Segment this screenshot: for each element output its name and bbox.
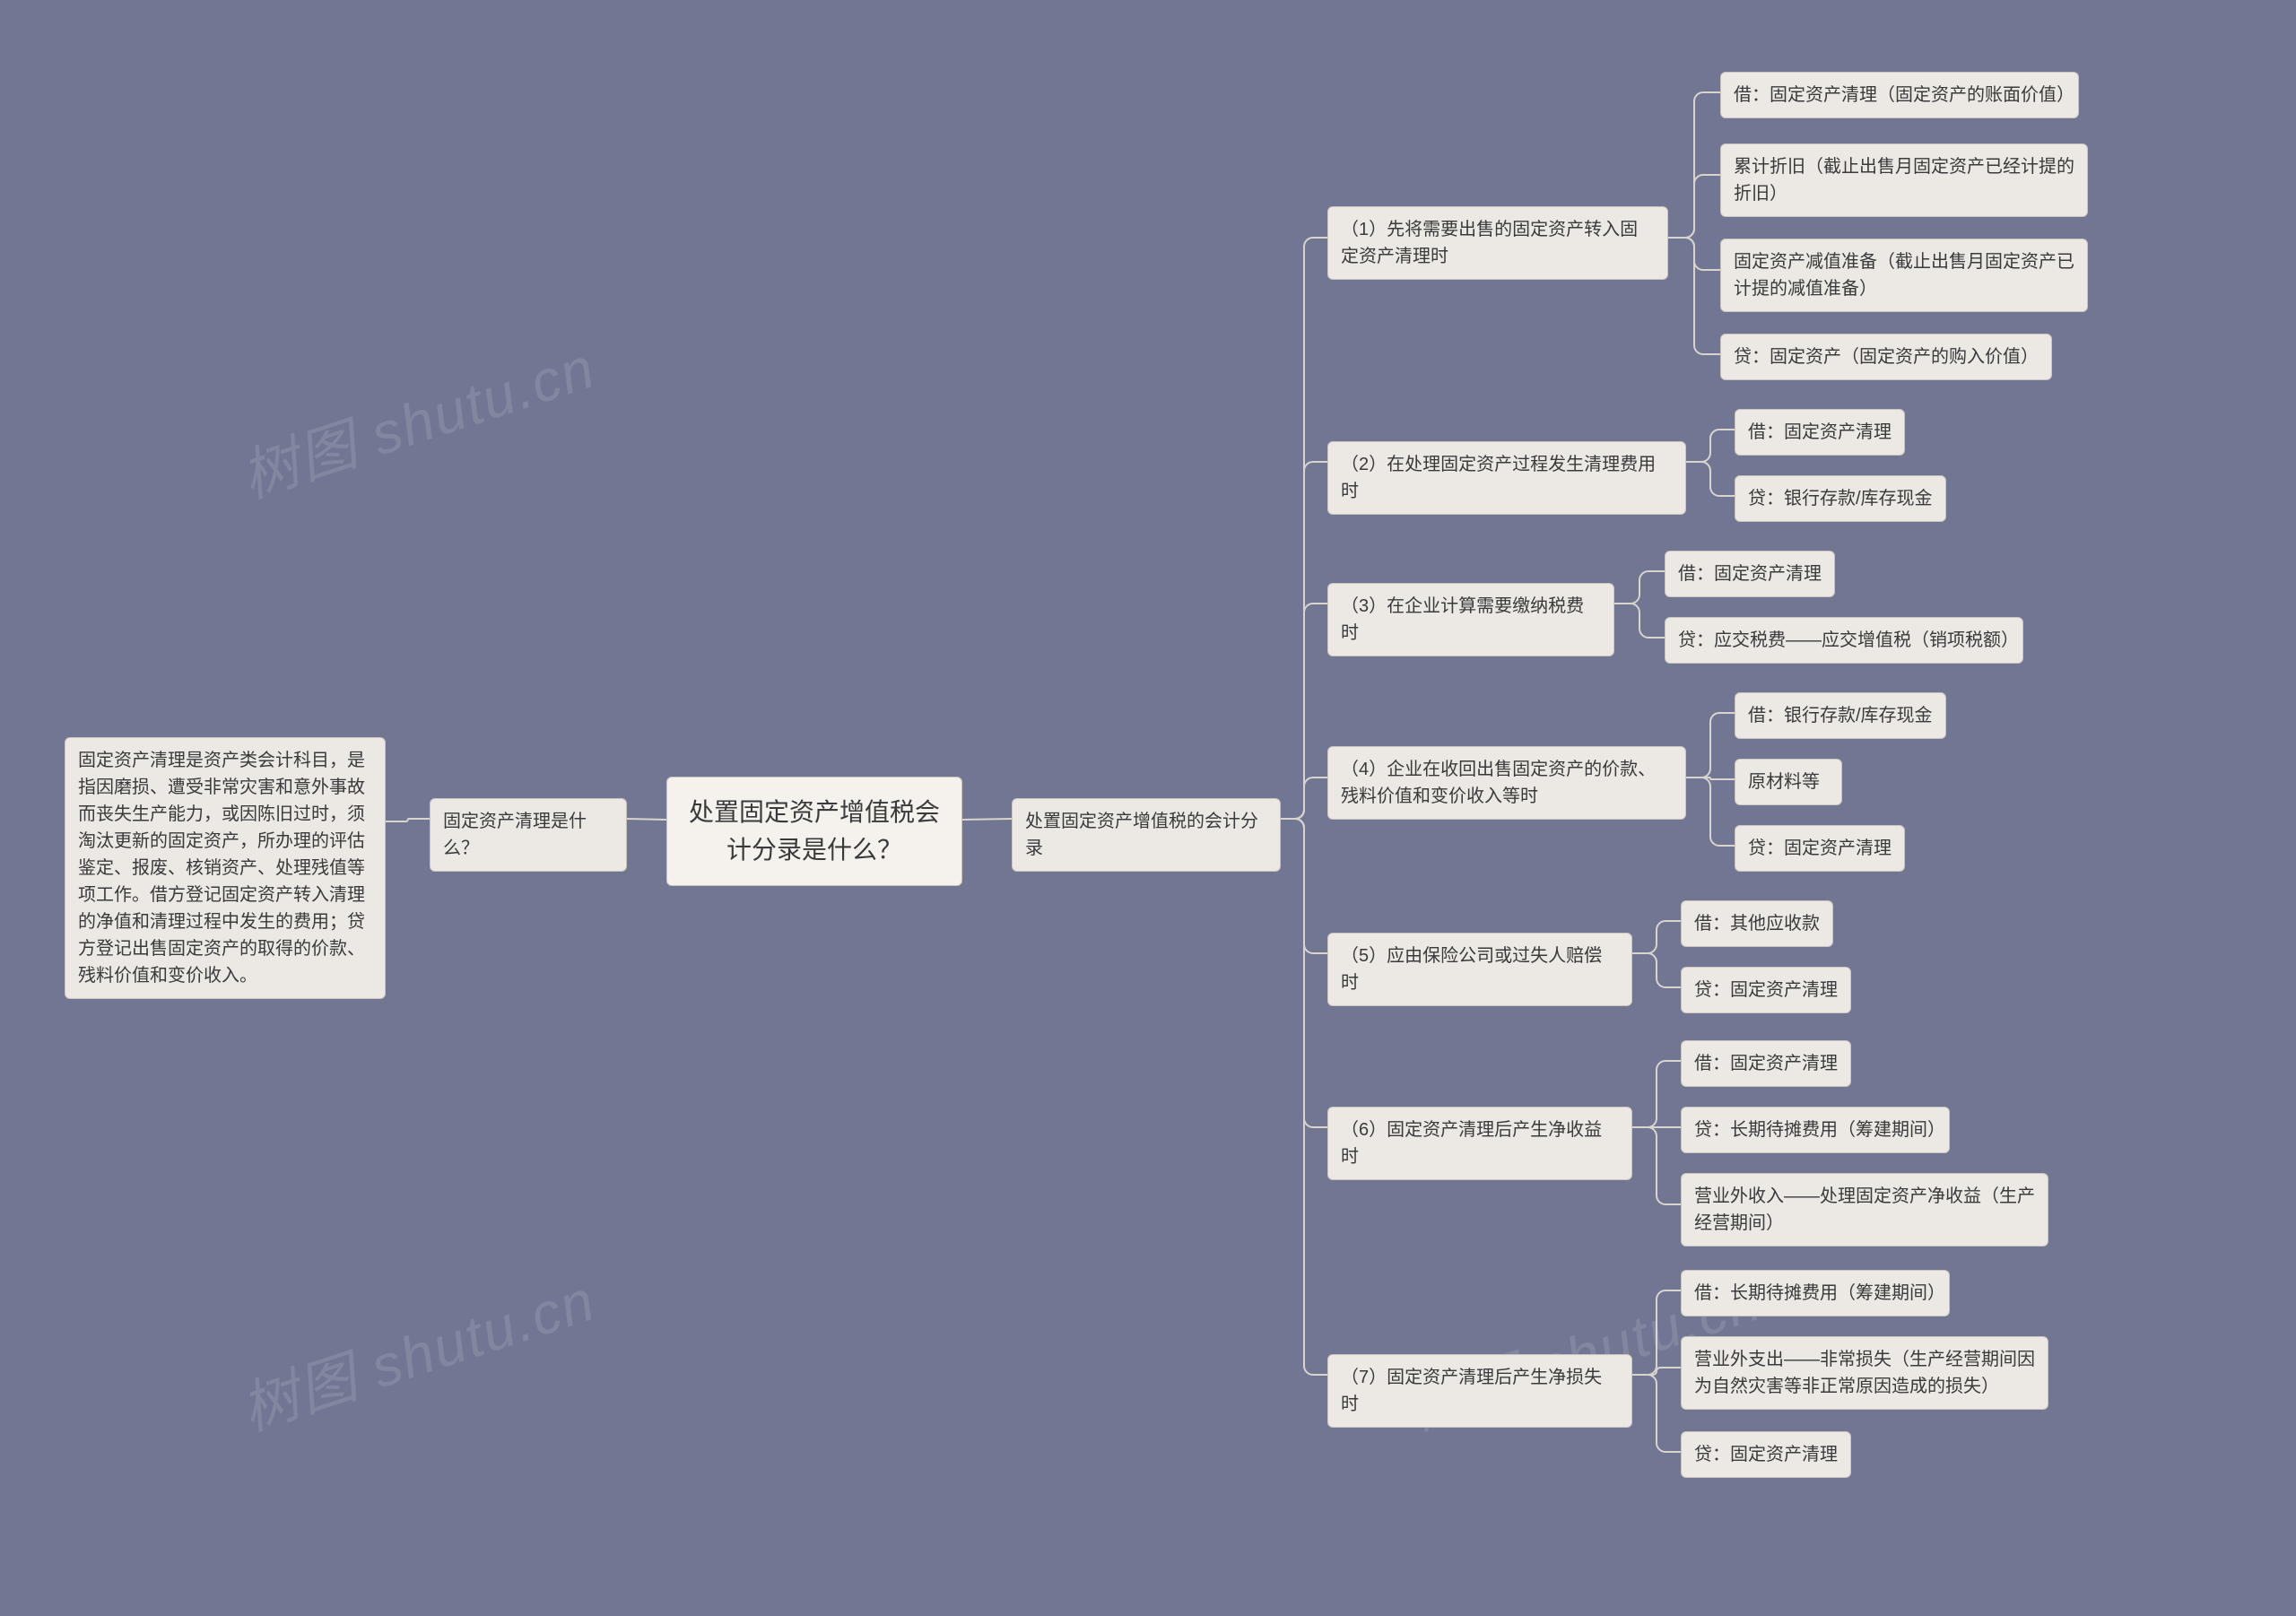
leaf-node: 借：其他应收款	[1681, 900, 1833, 947]
leaf-node: 营业外支出——非常损失（生产经营期间因为自然灾害等非正常原因造成的损失）	[1681, 1336, 2048, 1410]
step-node: （6）固定资产清理后产生净收益时	[1327, 1107, 1632, 1180]
leaf-node: 贷：银行存款/库存现金	[1735, 475, 1946, 522]
leaf-node: 贷：固定资产清理	[1681, 1431, 1851, 1478]
leaf-node: 营业外收入——处理固定资产净收益（生产经营期间）	[1681, 1173, 2048, 1247]
leaf-node: 贷：应交税费——应交增值税（销项税额）	[1665, 617, 2023, 664]
step-node: （7）固定资产清理后产生净损失时	[1327, 1354, 1632, 1428]
left-node-l1: 固定资产清理是什么？	[430, 798, 627, 872]
step-node: （2）在处理固定资产过程发生清理费用时	[1327, 441, 1686, 515]
leaf-node: 借：固定资产清理（固定资产的账面价值）	[1720, 72, 2079, 118]
left-node-l2: 固定资产清理是资产类会计科目，是指因磨损、遭受非常灾害和意外事故而丧失生产能力，…	[65, 737, 386, 999]
leaf-node: 固定资产减值准备（截止出售月固定资产已计提的减值准备）	[1720, 239, 2088, 312]
leaf-node: 贷：固定资产（固定资产的购入价值）	[1720, 334, 2052, 380]
step-node: （4）企业在收回出售固定资产的价款、残料价值和变价收入等时	[1327, 746, 1686, 820]
step-node: （1）先将需要出售的固定资产转入固定资产清理时	[1327, 206, 1668, 280]
step-node: （5）应由保险公司或过失人赔偿时	[1327, 933, 1632, 1006]
leaf-node: 借：长期待摊费用（筹建期间）	[1681, 1270, 1950, 1316]
step-node: （3）在企业计算需要缴纳税费时	[1327, 583, 1614, 656]
watermark: 树图 shutu.cn	[230, 322, 604, 514]
leaf-node: 贷：固定资产清理	[1681, 967, 1851, 1013]
leaf-node: 贷：固定资产清理	[1735, 825, 1905, 872]
right-hub: 处置固定资产增值税的会计分录	[1012, 798, 1281, 872]
leaf-node: 借：固定资产清理	[1681, 1040, 1851, 1087]
leaf-node: 贷：长期待摊费用（筹建期间）	[1681, 1107, 1950, 1153]
mindmap-root: 处置固定资产增值税会计分录是什么？	[666, 777, 962, 886]
leaf-node: 原材料等	[1735, 759, 1842, 805]
watermark: 树图 shutu.cn	[230, 1255, 604, 1447]
leaf-node: 借：固定资产清理	[1665, 551, 1835, 597]
leaf-node: 借：固定资产清理	[1735, 409, 1905, 456]
leaf-node: 借：银行存款/库存现金	[1735, 692, 1946, 739]
leaf-node: 累计折旧（截止出售月固定资产已经计提的折旧）	[1720, 143, 2088, 217]
